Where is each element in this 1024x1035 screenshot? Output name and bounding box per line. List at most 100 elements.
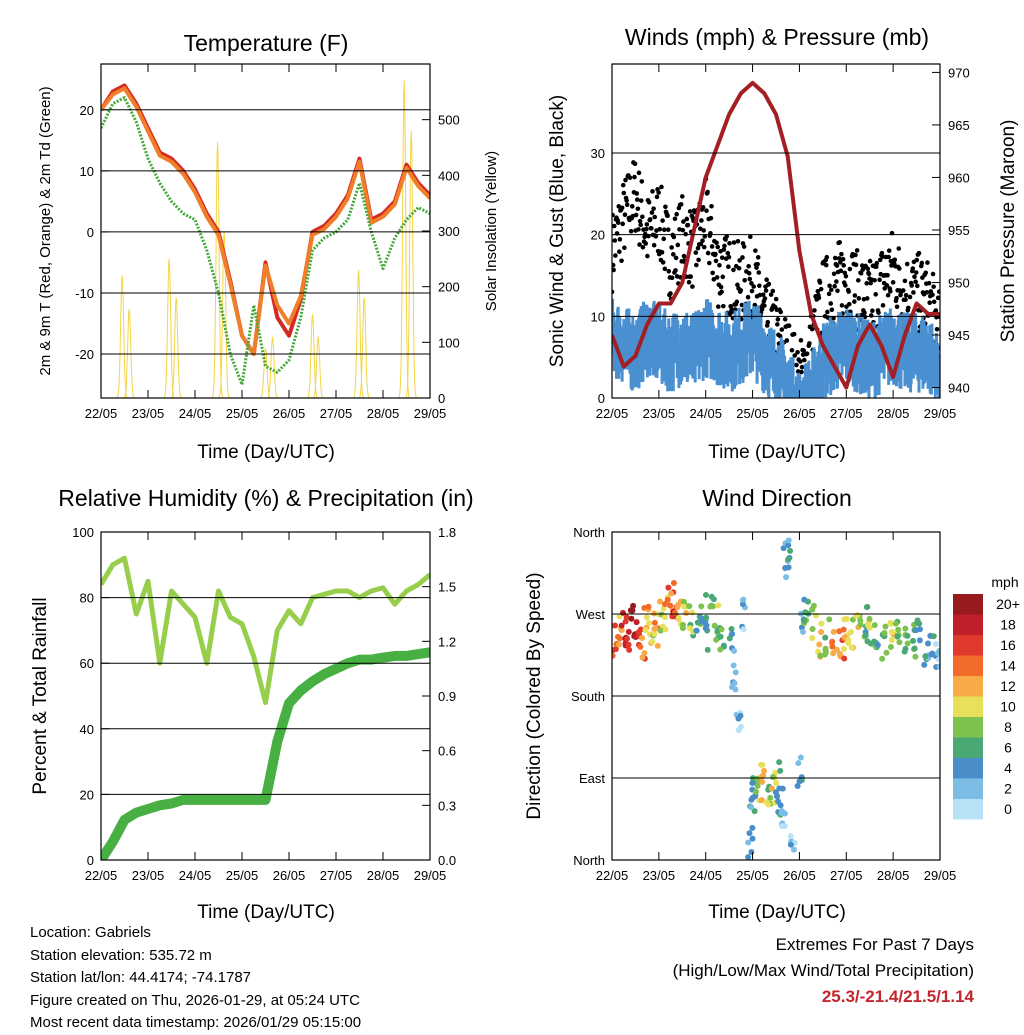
gust-point: [852, 299, 857, 304]
panel3-ytick-right-label: 0.9: [438, 689, 456, 704]
gust-point: [678, 202, 684, 207]
gust-point: [688, 274, 694, 279]
direction-title: Wind Direction: [702, 485, 852, 511]
gust-point: [649, 210, 655, 215]
wind-direction-point: [728, 626, 735, 633]
gust-point: [885, 292, 891, 298]
wind-direction-point: [665, 584, 672, 591]
gust-point: [651, 206, 656, 211]
gust-point: [807, 341, 812, 346]
wind-direction-point: [902, 625, 909, 632]
wind-direction-point: [745, 854, 752, 860]
gust-point: [897, 266, 902, 271]
gust-point: [623, 177, 628, 183]
gust-point: [714, 275, 720, 280]
gust-point: [713, 258, 719, 264]
wind-direction-point: [841, 616, 848, 623]
gust-point: [651, 242, 657, 248]
wind-direction-point: [670, 579, 677, 586]
wind-direction-point: [809, 626, 816, 633]
gust-point: [818, 286, 824, 292]
gust-point: [632, 174, 637, 180]
wind-direction-point: [871, 622, 878, 629]
panel2-ytick-label: 30: [591, 146, 605, 161]
gust-point: [612, 238, 618, 243]
panel2-ytick-label: 10: [591, 309, 605, 324]
wind-direction-point: [625, 641, 632, 648]
gust-point: [646, 199, 652, 205]
panel1-xtick-label: 22/05: [85, 406, 118, 421]
panel3-xtick-label: 27/05: [320, 868, 353, 883]
gust-point: [736, 265, 742, 271]
panel2-plot-area: [612, 80, 940, 398]
panel4-frame: [611, 531, 941, 861]
gust-point: [734, 299, 740, 305]
wind-direction-point: [889, 636, 896, 643]
legend-label: 8: [1004, 719, 1012, 735]
gust-point: [748, 234, 753, 240]
wind-direction-point: [618, 627, 625, 634]
panel1-ytick-label: 10: [80, 164, 94, 179]
panel2-xtick-label: 22/05: [596, 406, 629, 421]
gust-point: [886, 254, 891, 260]
wind-direction-point: [777, 802, 784, 809]
gust-point: [675, 242, 681, 248]
gust-point: [930, 292, 935, 298]
wind-direction-point: [748, 848, 755, 855]
gust-point: [892, 257, 898, 263]
gust-point: [831, 271, 837, 277]
gust-point: [740, 255, 745, 260]
location-text: Location: Gabriels: [30, 924, 151, 941]
gust-point: [846, 289, 852, 294]
gust-point: [913, 279, 918, 285]
gust-point: [726, 264, 731, 270]
wind-direction-point: [773, 780, 780, 787]
extremes-values: 25.3/-21.4/21.5/1.14: [821, 987, 974, 1006]
gust-point: [660, 218, 665, 223]
gust-point: [802, 357, 807, 363]
relative-humidity-line: [101, 555, 430, 706]
gust-point: [858, 270, 864, 276]
wind-direction-point: [830, 650, 837, 657]
gust-point: [661, 227, 667, 233]
wind-direction-point: [928, 651, 935, 658]
gust-point: [719, 255, 725, 260]
legend-label: 10: [1000, 699, 1016, 715]
panel4-xtick-label: 25/05: [736, 868, 769, 883]
wind-direction-point: [652, 625, 659, 632]
gust-point: [853, 262, 859, 268]
gust-point: [628, 228, 634, 234]
direction-ylabel: Direction (Colored By Speed): [524, 572, 545, 819]
gust-point: [760, 292, 766, 297]
gust-point: [799, 369, 804, 375]
wind-direction-point: [649, 638, 656, 645]
gust-point: [640, 244, 646, 250]
wind-direction-point: [704, 646, 711, 653]
wind-direction-point: [628, 615, 635, 622]
wind-direction-point: [914, 617, 921, 624]
gust-point: [726, 254, 732, 260]
wind-direction-point: [612, 652, 616, 659]
legend-label: 2: [1004, 781, 1012, 797]
gust-point: [708, 215, 714, 221]
wind-direction-point: [857, 621, 864, 628]
panel2-xtick-label: 29/05: [924, 406, 957, 421]
wind-direction-point: [866, 615, 873, 622]
gust-point: [873, 292, 879, 297]
gust-point: [700, 238, 705, 243]
wind-direction-point: [787, 841, 794, 848]
panel1-ytick-label: 20: [80, 103, 94, 118]
wind-direction-point: [749, 779, 756, 786]
panel2-xtick-label: 24/05: [689, 406, 722, 421]
gust-point: [902, 278, 908, 284]
gust-point: [778, 309, 783, 315]
wind-direction-point: [904, 640, 911, 647]
gust-point: [756, 270, 762, 275]
gust-point: [622, 245, 627, 251]
gust-point: [907, 294, 913, 300]
wind-direction-point: [874, 641, 881, 648]
wind-direction-point: [826, 616, 833, 623]
wind-direction-point: [894, 633, 901, 640]
winds-title: Winds (mph) & Pressure (mb): [625, 24, 929, 50]
panel3-xtick-label: 23/05: [132, 868, 165, 883]
